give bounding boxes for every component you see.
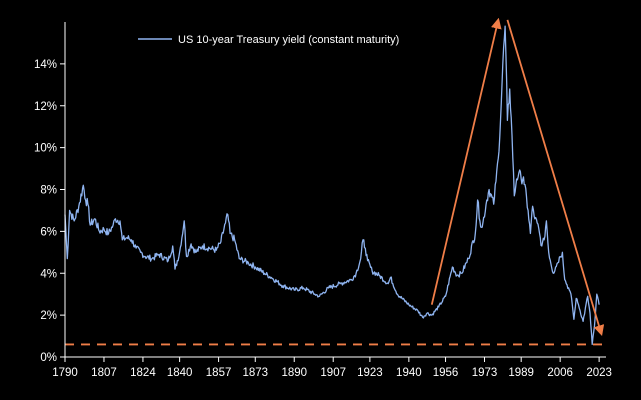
- y-tick-label: 2%: [40, 310, 57, 322]
- x-tick-label: 1907: [320, 367, 346, 379]
- x-tick-label: 1807: [91, 367, 117, 379]
- y-tick-label: 4%: [40, 268, 57, 280]
- y-tick-label: 10%: [34, 143, 57, 155]
- series-line: [64, 25, 600, 346]
- x-tick-label: 1873: [242, 367, 268, 379]
- legend-label: US 10-year Treasury yield (constant matu…: [178, 34, 399, 46]
- x-tick-label: 1956: [433, 367, 459, 379]
- legend: US 10-year Treasury yield (constant matu…: [138, 34, 399, 46]
- falling-trend-arrow: [506, 19, 605, 337]
- x-tick-label: 1790: [52, 367, 78, 379]
- y-tick-label: 12%: [34, 101, 57, 113]
- x-tick-label: 1923: [357, 367, 383, 379]
- x-tick-label: 1840: [167, 367, 193, 379]
- x-tick-label: 1989: [508, 367, 534, 379]
- rising-trend-arrow: [430, 17, 502, 305]
- x-tick-label: 1890: [281, 367, 307, 379]
- y-tick-label: 0%: [40, 352, 57, 364]
- y-tick-label: 14%: [34, 59, 57, 71]
- y-tick-label: 8%: [40, 185, 57, 197]
- x-tick-label: 2006: [547, 367, 573, 379]
- x-tick-label: 1940: [396, 367, 422, 379]
- x-tick-label: 2023: [586, 367, 612, 379]
- x-tick-label: 1857: [206, 367, 232, 379]
- x-tick-label: 1973: [472, 367, 498, 379]
- y-tick-label: 6%: [40, 226, 57, 238]
- x-tick-label: 1824: [130, 367, 156, 379]
